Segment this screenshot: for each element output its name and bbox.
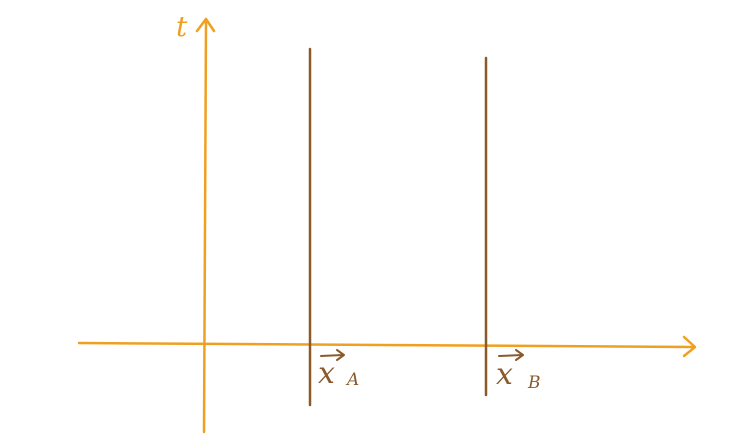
t-axis-arrowhead: [195, 17, 216, 33]
x-axis-arrowhead: [682, 335, 697, 358]
x-axis: [77, 341, 695, 349]
vector-arrow-b: [498, 349, 524, 361]
t-axis: [202, 20, 208, 434]
label-xa-subscript: A: [345, 370, 359, 390]
t-axis-label: t: [176, 10, 188, 43]
label-xb: x B: [496, 349, 541, 393]
label-xa: x A: [318, 349, 359, 391]
vector-arrow-a: [320, 349, 345, 361]
label-xb-subscript: B: [527, 373, 541, 393]
label-xb-base: x: [496, 357, 513, 392]
label-xa-base: x: [318, 356, 335, 391]
